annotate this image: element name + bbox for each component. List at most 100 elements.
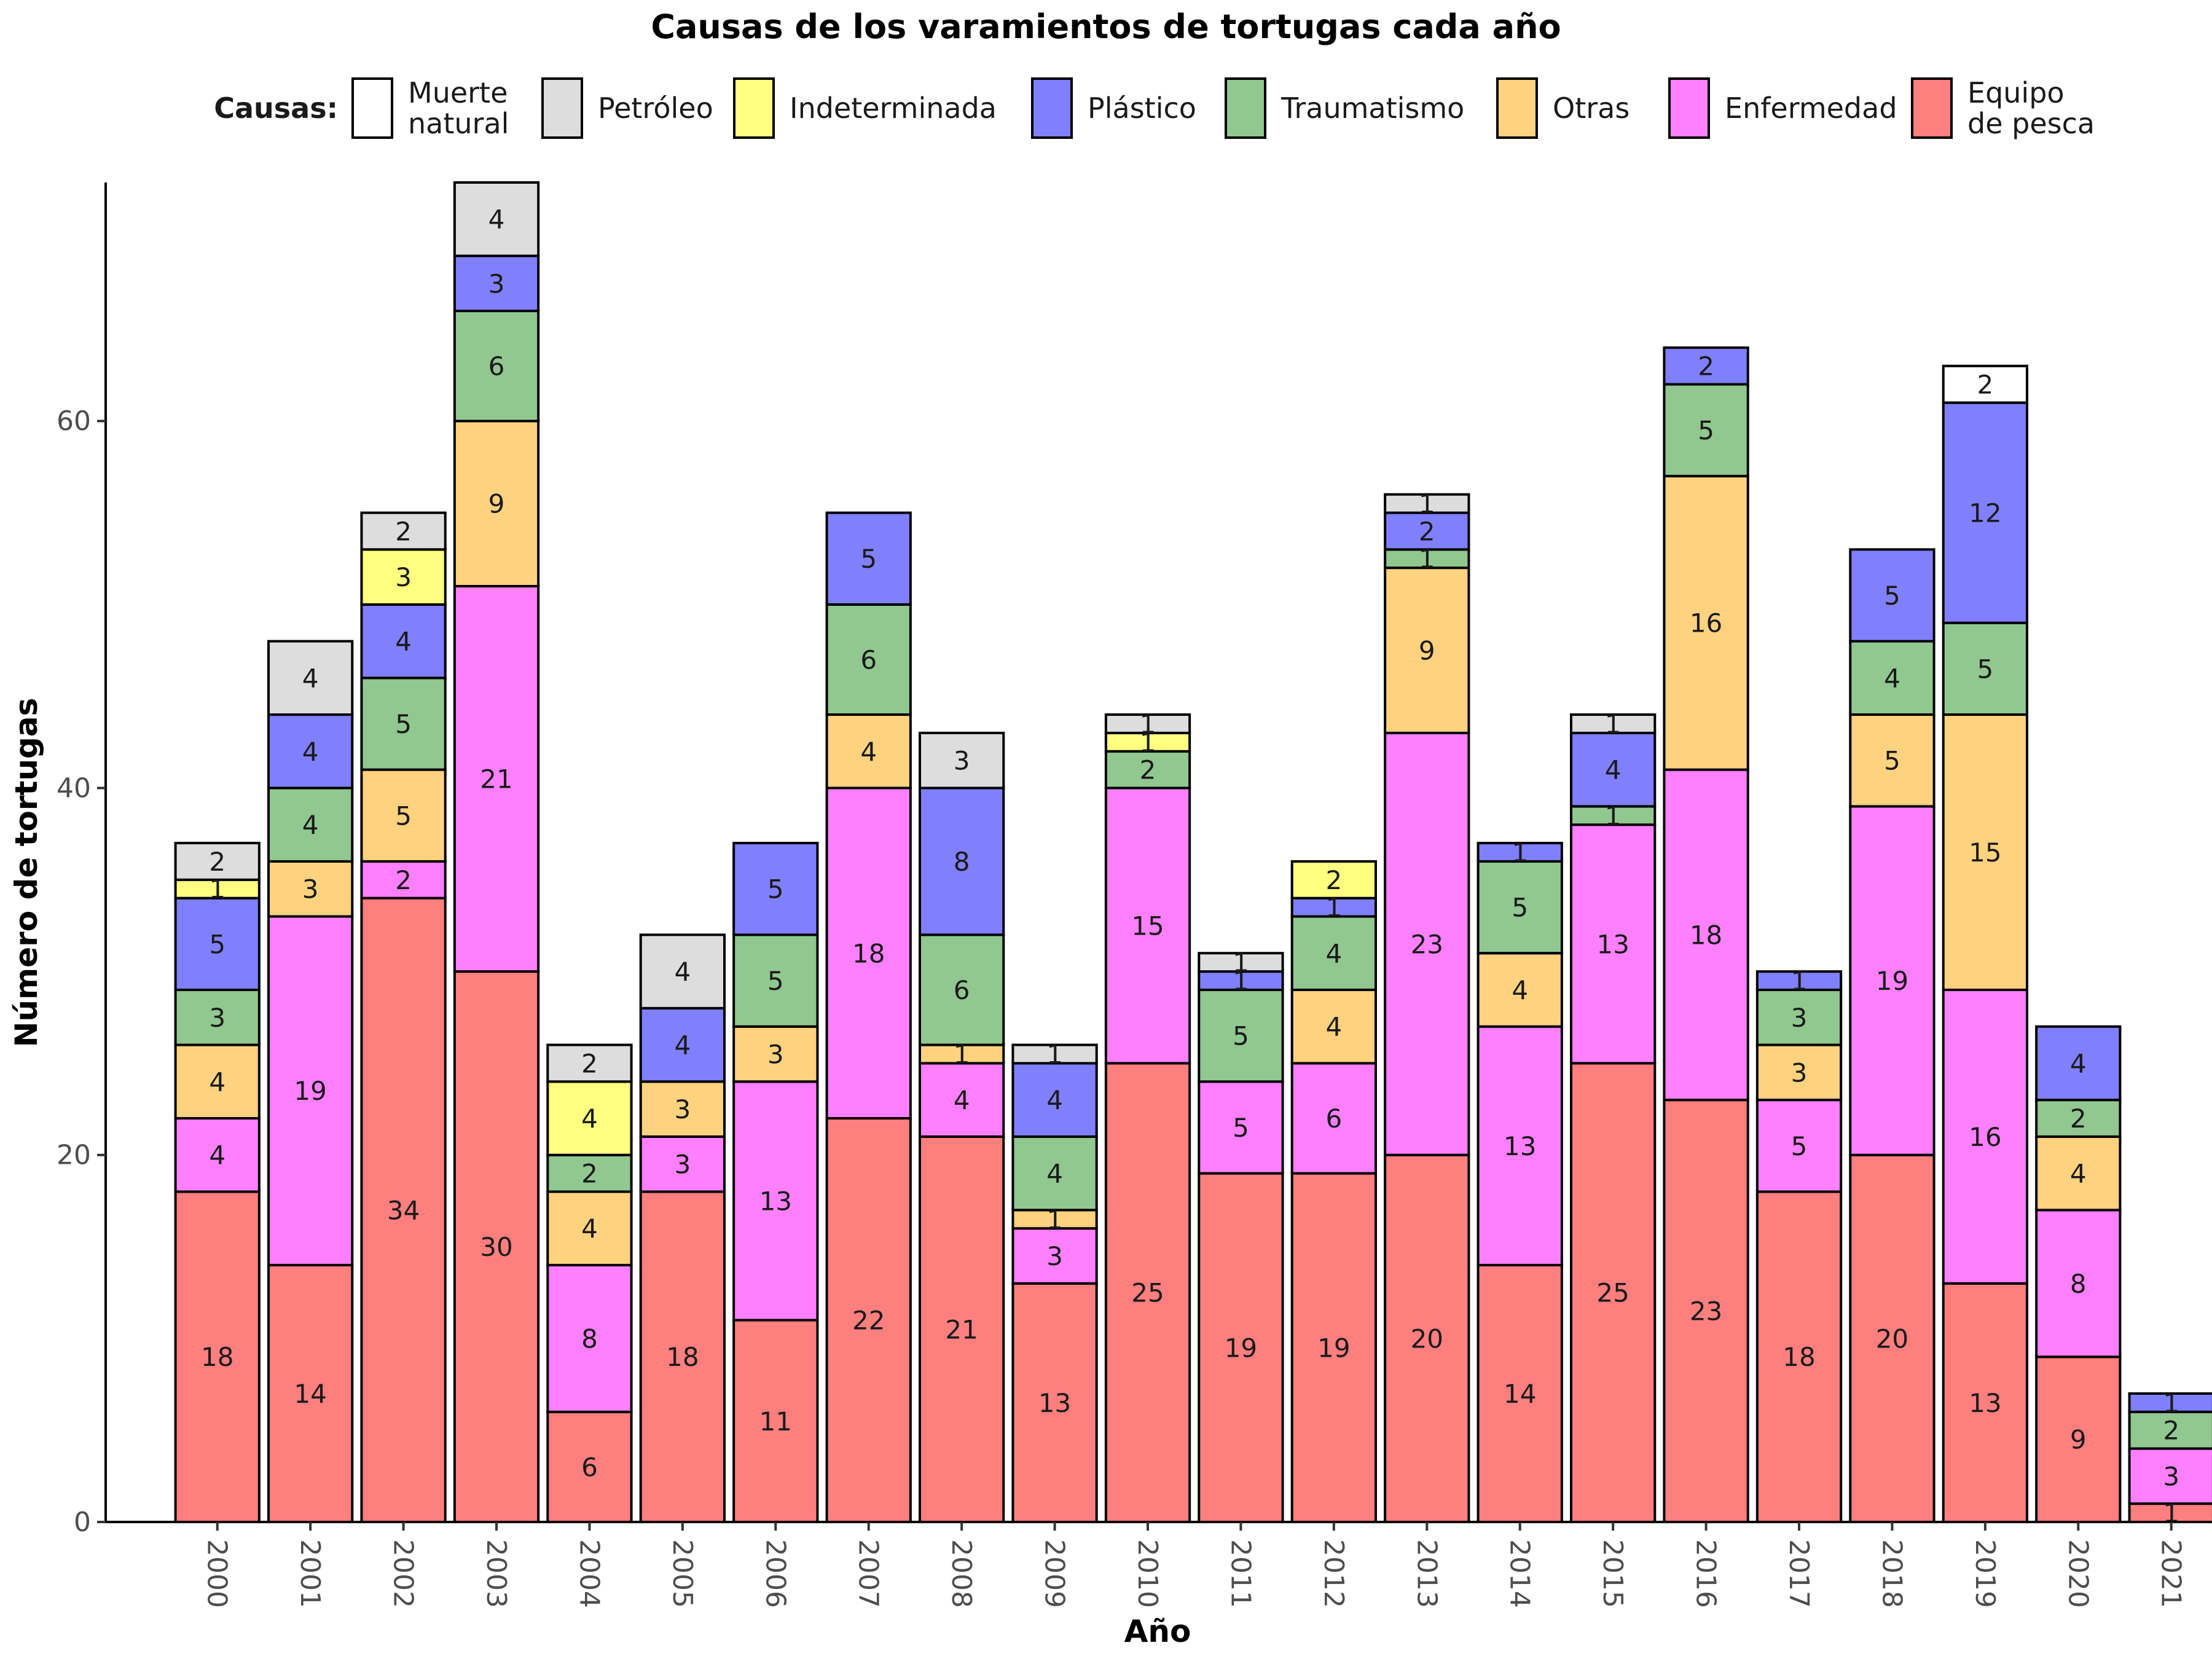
bar-plastico-2003 <box>453 254 540 313</box>
data-label: 5 <box>860 544 877 574</box>
bar-plastico-2012 <box>1290 896 1377 918</box>
data-label: 5 <box>767 874 784 904</box>
data-label: 19 <box>1876 966 1908 996</box>
data-label: 4 <box>488 205 505 235</box>
data-label: 3 <box>395 562 412 592</box>
bar-otras-2002 <box>360 768 447 863</box>
data-label: 14 <box>294 1379 326 1409</box>
x-tick-label: 2006 <box>759 1539 791 1608</box>
legend-label-muerte-natural: Muerte natural <box>408 76 509 140</box>
legend: Causas: Muerte natural Petróleo Indeterminad… <box>214 76 2095 140</box>
data-label: 16 <box>1969 1122 2001 1152</box>
data-label: 13 <box>1504 1131 1536 1161</box>
bar-enfermedad-2004 <box>546 1263 633 1413</box>
data-label: 13 <box>1038 1388 1071 1418</box>
bar-equipo-de-pesca-2012 <box>1290 1172 1377 1523</box>
bar-otras-2003 <box>453 420 540 587</box>
bar-petroleo-2009 <box>1011 1043 1098 1065</box>
data-label: 23 <box>1411 929 1443 959</box>
data-label: 1 <box>1419 544 1435 574</box>
bar-enfermedad-2018 <box>1849 805 1936 1156</box>
legend-label-plastico: Plástico <box>1088 92 1196 125</box>
bar-traumatismo-2000 <box>174 988 261 1046</box>
bar-otras-2004 <box>546 1190 633 1266</box>
x-tick-label: 2015 <box>1597 1539 1628 1608</box>
bar-traumatismo-2018 <box>1849 640 1936 716</box>
x-tick-label: 2018 <box>1876 1539 1907 1608</box>
x-tick-label: 2020 <box>2062 1539 2093 1608</box>
x-tick-label: 2005 <box>667 1539 698 1608</box>
x-tick-label: 2017 <box>1783 1539 1814 1608</box>
y-axis: 0 20 40 60 <box>57 182 107 1538</box>
bar-plastico-2017 <box>1755 970 1843 991</box>
bar-otras-2020 <box>2035 1135 2122 1212</box>
data-label: 6 <box>581 1452 598 1482</box>
data-label: 9 <box>2070 1425 2087 1455</box>
bar-enfermedad-2016 <box>1663 768 1749 1102</box>
x-tick-label: 2011 <box>1225 1539 1256 1608</box>
x-tick-label: 2016 <box>1690 1539 1722 1608</box>
x-tick-label: 2014 <box>1504 1539 1535 1608</box>
bar-indeterminada-2012 <box>1290 860 1377 900</box>
data-label: 13 <box>759 1186 792 1216</box>
legend-key-otras <box>1496 77 1538 139</box>
data-label: 3 <box>674 1150 691 1180</box>
x-tick-label: 2002 <box>388 1539 419 1608</box>
data-label: 1 <box>1140 728 1156 758</box>
data-label: 22 <box>852 1306 885 1336</box>
bar-muerte-natural-2019 <box>1942 364 2028 404</box>
bar-indeterminada-2000 <box>174 878 261 900</box>
x-axis: 2000 2001 2002 2003 2004 2005 2006 2007 2008 2009… <box>106 1521 2190 1608</box>
data-label: 2 <box>581 1048 598 1078</box>
legend-label-enfermedad: Enfermedad <box>1725 92 1897 125</box>
data-label: 1 <box>1325 893 1342 923</box>
data-label: 5 <box>1233 1113 1249 1143</box>
data-label: 5 <box>1698 415 1714 445</box>
bar-enfermedad-2010 <box>1104 786 1191 1065</box>
data-label: 2 <box>1140 755 1156 785</box>
data-label: 3 <box>674 1094 691 1124</box>
data-label: 18 <box>666 1342 699 1372</box>
data-label: 23 <box>1690 1296 1722 1327</box>
bar-enfermedad-2019 <box>1942 988 2028 1285</box>
data-label: 2 <box>1419 516 1435 546</box>
data-label: 16 <box>1690 608 1722 638</box>
x-axis-title: Año <box>1124 1614 1191 1649</box>
bar-otras-2007 <box>825 713 912 790</box>
data-label: 1 <box>2163 1388 2179 1418</box>
data-label: 4 <box>1884 663 1900 693</box>
bar-traumatismo-2001 <box>267 786 354 863</box>
bar-enfermedad-2005 <box>639 1135 726 1193</box>
data-label: 3 <box>1791 1003 1808 1033</box>
data-label: 4 <box>1325 1012 1342 1042</box>
legend-label-petroleo: Petróleo <box>598 92 713 125</box>
data-label: 25 <box>1131 1278 1164 1308</box>
bar-enfermedad-2015 <box>1570 823 1657 1065</box>
data-label: 8 <box>2070 1269 2087 1299</box>
data-label: 4 <box>302 737 319 767</box>
bar-traumatismo-2019 <box>1942 621 2028 716</box>
bar-equipo-de-pesca-2004 <box>546 1410 633 1524</box>
bar-plastico-2013 <box>1384 511 1470 551</box>
data-label: 3 <box>1046 1241 1063 1271</box>
data-label: 4 <box>581 1214 598 1244</box>
data-label: 4 <box>1046 1159 1063 1189</box>
data-label: 1 <box>1605 709 1622 739</box>
legend-label-indeterminada: Indeterminada <box>790 92 997 125</box>
bar-petroleo-2010 <box>1104 713 1191 734</box>
data-label: 21 <box>480 764 512 794</box>
data-label: 4 <box>1605 755 1622 785</box>
data-label: 2 <box>209 847 226 877</box>
data-label: 15 <box>1131 911 1164 941</box>
bar-petroleo-2002 <box>360 511 447 551</box>
data-label: 4 <box>2070 1048 2087 1078</box>
bar-enfermedad-2012 <box>1290 1062 1377 1175</box>
data-label: 18 <box>1690 920 1722 950</box>
bar-plastico-2001 <box>267 713 354 790</box>
bar-traumatismo-2017 <box>1755 988 1843 1046</box>
legend-key-plastico <box>1031 77 1073 139</box>
data-label: 4 <box>674 1030 691 1061</box>
data-label: 13 <box>1969 1388 2001 1418</box>
data-label: 2 <box>2070 1104 2087 1134</box>
data-label: 2 <box>581 1159 598 1189</box>
